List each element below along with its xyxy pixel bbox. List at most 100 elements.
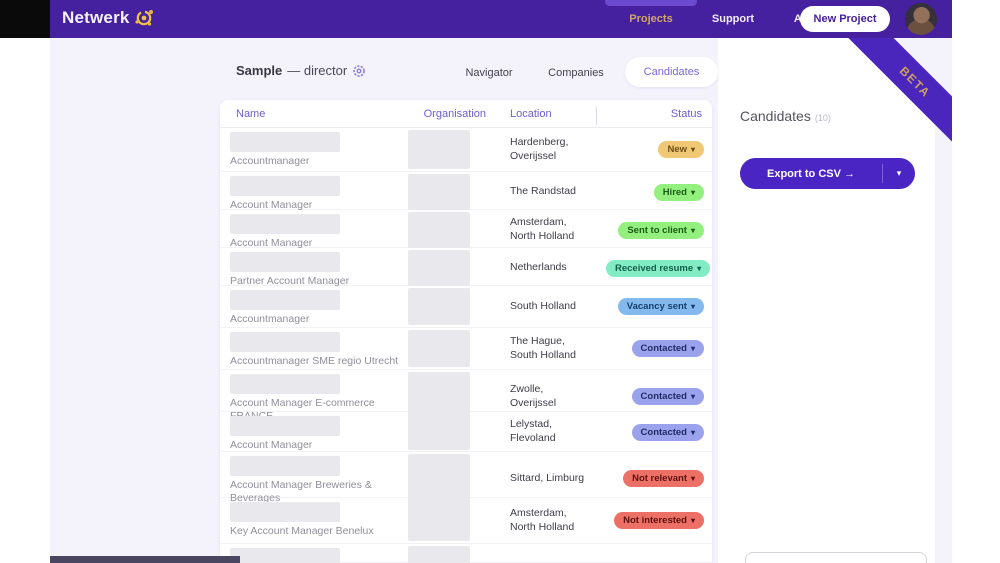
candidate-name-cell: Key Account Manager Benelux <box>230 498 406 543</box>
panel-bottom-box[interactable] <box>745 552 927 563</box>
status-cell: Hired ▾ <box>606 172 704 212</box>
redacted-organisation-placeholder <box>408 130 470 169</box>
panel-title-text: Candidates <box>740 108 811 124</box>
new-project-button[interactable]: New Project <box>800 6 890 32</box>
atom-network-icon <box>133 7 155 29</box>
redacted-organisation-placeholder <box>408 454 470 504</box>
table-rows: Accountmanager Hardenberg, Overijssel New ▾… <box>220 128 712 563</box>
column-header-name[interactable]: Name <box>236 107 266 120</box>
organisation-cell <box>406 328 502 369</box>
organisation-cell <box>406 370 502 423</box>
table-row[interactable]: Account Manager The Randstad Hired ▾ <box>220 172 712 212</box>
job-title: Key Account Manager Benelux <box>230 525 374 537</box>
redacted-name-placeholder <box>230 214 340 234</box>
redacted-organisation-placeholder <box>408 250 470 287</box>
table-row[interactable]: Account Manager Amsterdam, North Holland S… <box>220 210 712 250</box>
redacted-organisation-placeholder <box>408 212 470 249</box>
status-caret-icon: ▾ <box>690 516 695 525</box>
status-badge[interactable]: Contacted ▾ <box>631 423 704 441</box>
redacted-name-placeholder <box>230 290 340 310</box>
table-row[interactable]: Key Account Manager Benelux Amsterdam, No… <box>220 498 712 544</box>
nav-item-projects[interactable]: Projects <box>629 13 673 25</box>
status-label: Not interested <box>623 515 687 526</box>
location-cell: Netherlands <box>510 261 567 274</box>
user-avatar[interactable] <box>905 3 937 35</box>
column-header-status[interactable]: Status <box>670 107 702 120</box>
job-title: Account Manager Breweries & Beverages <box>230 479 372 505</box>
status-caret-icon: ▾ <box>690 187 695 197</box>
redacted-organisation-placeholder <box>408 330 470 367</box>
table-row[interactable]: Accountmanager Hardenberg, Overijssel New ▾ <box>220 128 712 172</box>
status-badge[interactable]: Received resume ▾ <box>606 259 711 277</box>
project-settings-gear-icon[interactable] <box>352 64 366 78</box>
table-row[interactable]: Account Manager E-commerce FRANCEZwolle,… <box>220 370 712 422</box>
status-label: Contacted <box>640 391 687 403</box>
table-row[interactable]: Account Manager Breweries & Beverages Sit… <box>220 452 712 504</box>
status-cell: Contacted ▾ <box>606 412 704 452</box>
redacted-organisation-placeholder <box>408 414 470 451</box>
organisation-cell <box>406 248 502 288</box>
location-cell: Amsterdam, North Holland <box>510 216 575 243</box>
organisation-cell <box>406 286 502 327</box>
redacted-organisation-placeholder <box>408 372 470 422</box>
location-cell: Hardenberg, Overijssel <box>510 135 569 162</box>
location-cell: The Hague, South Holland <box>510 334 576 361</box>
status-caret-icon: ▾ <box>690 225 695 235</box>
candidate-name-cell: Partner Account Manager <box>230 248 406 288</box>
redacted-organisation-placeholder <box>408 500 470 541</box>
job-title: Account Manager <box>230 237 313 249</box>
candidate-name-cell: Accountmanager <box>230 286 406 327</box>
status-label: New <box>667 144 687 155</box>
status-label: Hired <box>662 186 687 198</box>
status-caret-icon: ▾ <box>690 145 695 154</box>
candidate-name-cell: Account Manager <box>230 172 406 212</box>
status-badge[interactable]: Not relevant ▾ <box>623 470 704 488</box>
status-caret-icon: ▾ <box>690 427 695 437</box>
column-header-location[interactable]: Location <box>510 107 552 120</box>
project-role: — director <box>287 63 348 78</box>
candidate-name-cell <box>230 544 406 563</box>
export-label: Export to CSV → <box>766 167 855 180</box>
tab-navigator[interactable]: Navigator <box>465 67 513 79</box>
nav-item-support[interactable]: Support <box>711 13 755 25</box>
status-caret-icon: ▾ <box>690 344 695 353</box>
job-title: Account Manager <box>230 199 313 211</box>
candidate-name-cell: Accountmanager <box>230 128 406 171</box>
status-cell <box>606 544 704 563</box>
panel-title: Candidates (10) <box>740 108 831 124</box>
status-label: Sent to client <box>627 224 687 236</box>
status-label: Contacted <box>640 343 687 354</box>
status-label: Vacancy sent <box>626 301 687 312</box>
table-row[interactable]: Account Manager Lelystad, Flevoland Contac… <box>220 412 712 452</box>
brand-logo[interactable]: Netwerk <box>62 7 155 29</box>
tab-companies[interactable]: Companies <box>548 67 604 79</box>
table-row[interactable]: Partner Account Manager Netherlands Receiv… <box>220 248 712 288</box>
status-badge[interactable]: Contacted ▾ <box>631 340 704 357</box>
table-row[interactable]: Accountmanager South Holland Vacancy sent ▾ <box>220 286 712 328</box>
export-to-csv-button[interactable]: Export to CSV → ▾ <box>740 158 915 189</box>
status-badge[interactable]: Vacancy sent ▾ <box>617 298 704 315</box>
tab-candidates[interactable]: Candidates <box>625 57 718 87</box>
organisation-cell <box>406 210 502 250</box>
redacted-name-placeholder <box>230 456 340 476</box>
status-badge[interactable]: Not interested ▾ <box>614 512 704 529</box>
status-badge[interactable]: Contacted ▾ <box>631 388 704 406</box>
status-cell: Received resume ▾ <box>606 248 711 288</box>
table-row[interactable]: Accountmanager SME regio Utrecht The Hagu… <box>220 328 712 370</box>
redacted-name-placeholder <box>230 252 340 272</box>
progress-bar <box>50 556 240 563</box>
column-header-organisation[interactable]: Organisation <box>423 107 486 120</box>
redacted-name-placeholder <box>230 132 340 152</box>
candidate-name-cell: Accountmanager SME regio Utrecht <box>230 328 406 369</box>
job-title: Accountmanager <box>230 155 310 167</box>
candidate-name-cell: Account Manager <box>230 210 406 250</box>
redacted-name-placeholder <box>230 502 340 522</box>
status-label: Contacted <box>640 426 687 438</box>
export-dropdown-caret-icon[interactable]: ▾ <box>896 168 902 178</box>
status-cell: Not relevant ▾ <box>606 452 704 505</box>
status-badge[interactable]: Sent to client ▾ <box>618 221 704 239</box>
status-badge[interactable]: New ▾ <box>658 141 704 158</box>
status-cell: Contacted ▾ <box>606 370 704 423</box>
candidate-name-cell: Account Manager <box>230 412 406 452</box>
status-badge[interactable]: Hired ▾ <box>653 183 704 201</box>
